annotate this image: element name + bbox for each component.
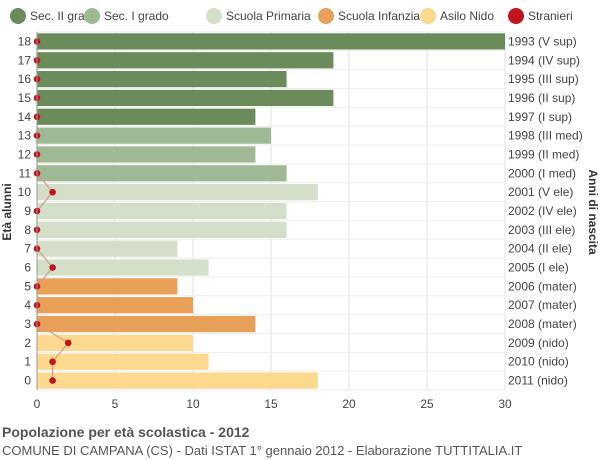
legend: Sec. II grado Sec. I grado Scuola Primaria… bbox=[0, 2, 600, 28]
y-tick-label: 18 bbox=[18, 34, 32, 48]
bars bbox=[37, 33, 505, 389]
birth-year-label: 2007 (mater) bbox=[508, 298, 577, 312]
stranieri-point bbox=[49, 188, 56, 196]
y-tick-label: 17 bbox=[18, 53, 32, 67]
legend-swatch bbox=[318, 8, 334, 24]
y-tick-label: 15 bbox=[18, 91, 32, 105]
y-tick-label: 12 bbox=[18, 147, 32, 161]
bar bbox=[37, 221, 287, 238]
birth-year-label: 1999 (II med) bbox=[508, 147, 579, 161]
bar bbox=[37, 297, 193, 314]
legend-label: Scuola Primaria bbox=[226, 9, 311, 23]
stranieri-point bbox=[64, 339, 72, 347]
y-tick-label: 10 bbox=[18, 185, 32, 199]
birth-year-label: 2005 (I ele) bbox=[508, 261, 569, 275]
birth-year-label: 1998 (III med) bbox=[508, 129, 583, 143]
legend-swatch bbox=[10, 8, 26, 24]
legend-label: Sec. II grado bbox=[30, 9, 99, 23]
y-tick-label: 5 bbox=[24, 279, 31, 293]
x-tick-label: 0 bbox=[34, 397, 41, 411]
legend-swatch bbox=[206, 8, 222, 24]
bar bbox=[37, 71, 287, 88]
birth-year-label: 2010 (nido) bbox=[508, 355, 569, 369]
legend-label: Scuola Infanzia bbox=[338, 9, 421, 23]
legend-label: Sec. I grado bbox=[104, 9, 169, 23]
bar bbox=[37, 240, 178, 257]
x-tick-label: 25 bbox=[420, 397, 434, 411]
y-tick-label: 6 bbox=[24, 261, 31, 275]
birth-year-label: 2003 (III ele) bbox=[508, 223, 575, 237]
birth-year-label: 2001 (V ele) bbox=[508, 185, 573, 199]
bar bbox=[37, 89, 334, 107]
legend-swatch bbox=[508, 8, 524, 24]
y-tick-label: 7 bbox=[24, 242, 31, 256]
birth-year-label: 2002 (IV ele) bbox=[508, 204, 577, 218]
bar bbox=[37, 165, 287, 182]
y-tick-label: 3 bbox=[24, 317, 31, 331]
x-tick-label: 15 bbox=[264, 397, 278, 411]
y-tick-label: 0 bbox=[24, 374, 31, 388]
bar bbox=[37, 278, 178, 295]
x-tick-label: 20 bbox=[342, 397, 356, 411]
bar bbox=[37, 202, 287, 220]
legend-label: Asilo Nido bbox=[440, 9, 495, 23]
birth-year-label: 2011 (nido) bbox=[508, 374, 568, 388]
y-tick-label: 11 bbox=[19, 166, 32, 180]
birth-year-label: 2000 (I med) bbox=[508, 166, 576, 180]
birth-year-label: 2004 (II ele) bbox=[508, 242, 572, 256]
birth-year-label: 1994 (IV sup) bbox=[508, 53, 580, 67]
y-axis-label-left: Età alunni bbox=[0, 183, 14, 240]
birth-year-label: 2009 (nido) bbox=[508, 336, 569, 350]
bar bbox=[37, 259, 209, 276]
y-tick-label: 2 bbox=[24, 336, 31, 350]
bar bbox=[37, 52, 334, 69]
birth-year-label: 2006 (mater) bbox=[508, 279, 577, 293]
x-tick-label: 30 bbox=[498, 397, 512, 411]
bar bbox=[37, 353, 209, 370]
bar bbox=[37, 315, 256, 333]
stranieri-point bbox=[49, 358, 56, 366]
y-tick-label: 8 bbox=[24, 223, 31, 237]
bar bbox=[37, 33, 505, 50]
birth-year-label: 1995 (III sup) bbox=[508, 72, 579, 86]
bar bbox=[37, 372, 318, 389]
chart-subtitle: COMUNE DI CAMPANA (CS) - Dati ISTAT 1° g… bbox=[2, 443, 523, 458]
y-tick-label: 13 bbox=[18, 129, 32, 143]
y-axis-label-right: Anni di nascita bbox=[586, 169, 600, 255]
legend-swatch bbox=[84, 8, 100, 24]
y-tick-label: 1 bbox=[24, 355, 31, 369]
bar bbox=[37, 127, 271, 144]
y-tick-label: 4 bbox=[24, 298, 31, 312]
y-tick-label: 9 bbox=[24, 204, 31, 218]
bar bbox=[37, 146, 256, 163]
birth-year-label: 1993 (V sup) bbox=[508, 34, 577, 48]
stranieri-point bbox=[49, 377, 56, 384]
birth-year-label: 1997 (I sup) bbox=[508, 110, 572, 124]
stranieri-point bbox=[49, 264, 56, 271]
chart-title: Popolazione per età scolastica - 2012 bbox=[2, 424, 250, 440]
birth-year-label: 2008 (mater) bbox=[508, 317, 577, 331]
bar bbox=[37, 108, 256, 125]
x-tick-label: 10 bbox=[186, 397, 200, 411]
bar bbox=[37, 334, 193, 351]
bar bbox=[37, 184, 318, 201]
legend-swatch bbox=[420, 8, 436, 24]
x-tick-label: 5 bbox=[112, 397, 119, 411]
legend-label: Stranieri bbox=[528, 9, 573, 23]
y-tick-label: 16 bbox=[18, 72, 32, 86]
y-tick-label: 14 bbox=[18, 110, 32, 124]
birth-year-label: 1996 (II sup) bbox=[508, 91, 575, 105]
